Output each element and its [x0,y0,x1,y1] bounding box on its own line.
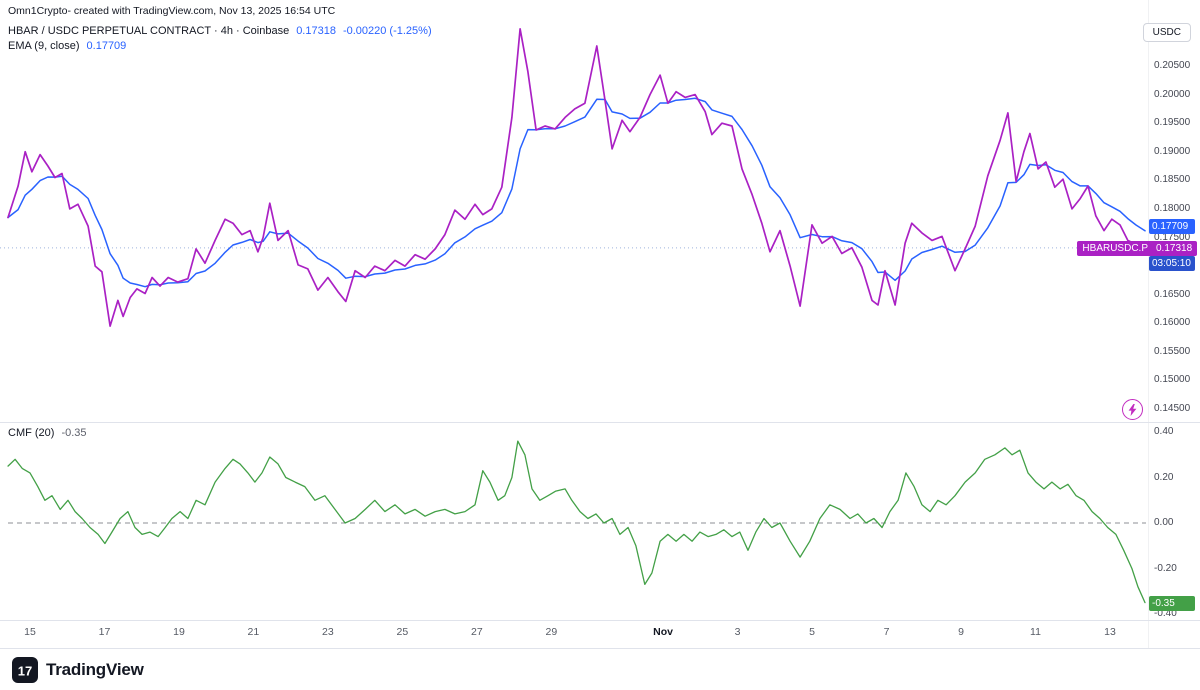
bar-countdown-badge: 03:05:10 [1149,256,1195,272]
cmf-legend-value: -0.35 [61,427,87,439]
time-axis-label: 3 [734,626,741,638]
cmf-axis-label: -0.20 [1154,562,1177,574]
time-axis-label: 23 [322,626,334,638]
lightning-bolt-icon [1128,403,1137,416]
symbol-last-price: 0.17318 [296,25,336,37]
ema-line [7,97,1146,288]
time-axis-label: 15 [24,626,36,638]
symbol-change: -0.00220 (-1.25%) [342,25,432,37]
cmf-line [7,440,1146,604]
price-axis-label: 0.17500 [1154,231,1191,243]
symbol-ticker-badge: HBARUSDC.P [1077,240,1153,256]
time-axis-label: 7 [883,626,890,638]
time-axis-label: 9 [958,626,964,638]
price-axis-label: 0.18500 [1154,174,1191,186]
cmf-value-badge: -0.35 [1149,595,1195,611]
svg-text:17: 17 [18,663,32,678]
price-axis-label: 0.16500 [1154,288,1191,300]
price-line [7,27,1146,327]
ema-legend-label[interactable]: EMA (9, close) [8,40,80,52]
tradingview-logo-icon[interactable]: 17 [12,656,38,683]
time-axis-label: 21 [247,626,260,638]
ema-legend-value: 0.17709 [86,40,127,52]
tradingview-brand-text[interactable]: TradingView [46,659,144,679]
ema-legend-row[interactable]: EMA (9, close) 0.17709 [8,39,432,53]
price-axis-label: 0.16000 [1154,317,1191,329]
price-axis-label: 0.14500 [1154,403,1191,414]
cmf-axis-label: 0.20 [1154,471,1174,483]
price-axis-label: 0.19000 [1154,145,1191,157]
time-axis-label: 27 [471,626,483,638]
price-axis-label: 0.15500 [1154,345,1191,357]
last-price-value: 0.17318 [1153,240,1197,256]
chart-legend: HBAR / USDC PERPETUAL CONTRACT · 4h · Co… [8,24,432,54]
time-axis-label: Nov [653,626,674,638]
time-axis-label: 29 [545,626,558,638]
price-axis-label: 0.20500 [1154,60,1191,71]
cmf-axis-label: 0.40 [1154,426,1174,437]
currency-toggle-button[interactable]: USDC [1142,23,1191,42]
cmf-axis-label: -0.40 [1154,608,1177,619]
time-axis-label: 11 [1030,626,1041,638]
price-axis-label: 0.20000 [1154,88,1191,100]
last-price-badge: HBARUSDC.P 0.17318 [1077,240,1197,256]
price-axis-label: 0.18000 [1154,202,1191,214]
cmf-axis-label: 0.00 [1154,517,1174,528]
price-axis-label: 0.15000 [1154,374,1191,386]
chart-canvas[interactable] [0,0,1200,648]
boost-button[interactable] [1122,399,1143,420]
time-axis-label: 13 [1104,626,1116,638]
ema-value-badge: 0.17709 [1149,218,1195,234]
time-axis-label: 17 [98,626,111,638]
footer-bar: 17 TradingView [0,648,1200,690]
cmf-legend-label[interactable]: CMF (20) [8,427,55,439]
time-axis-label: 25 [396,626,409,638]
time-axis-label: 5 [809,626,815,638]
symbol-title[interactable]: HBAR / USDC PERPETUAL CONTRACT · 4h · Co… [8,25,290,37]
time-axis-label: 19 [173,626,185,638]
cmf-legend-row[interactable]: CMF (20) -0.35 [8,427,87,439]
attribution-text: Omn1Crypto- created with TradingView.com… [8,5,336,17]
symbol-legend-row[interactable]: HBAR / USDC PERPETUAL CONTRACT · 4h · Co… [8,24,432,38]
price-axis-label: 0.19500 [1154,117,1191,129]
